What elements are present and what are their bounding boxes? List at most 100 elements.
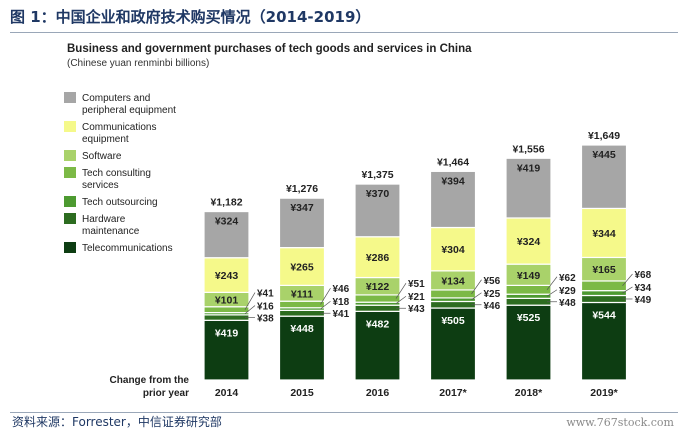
data-label-tech-consulting-services: ¥68 xyxy=(635,270,652,281)
legend-label: Computers and xyxy=(82,93,150,104)
data-label-hardware-maintenance: ¥48 xyxy=(559,298,576,309)
data-label-communications-equipment: ¥243 xyxy=(215,270,239,282)
bar-segment-tech-consulting-services xyxy=(505,284,552,295)
legend-swatch xyxy=(64,92,76,103)
legend-swatch xyxy=(64,196,76,207)
data-label-software: ¥149 xyxy=(517,270,541,282)
bar-segment-computers-and-peripheral-equipment xyxy=(203,210,250,259)
leader-line xyxy=(320,300,331,310)
data-label-computers-and-peripheral-equipment: ¥347 xyxy=(290,202,314,214)
data-label-hardware-maintenance: ¥46 xyxy=(484,301,501,312)
data-label-software: ¥101 xyxy=(215,295,239,307)
bar-segment-communications-equipment xyxy=(505,217,552,265)
leader-line xyxy=(244,305,256,315)
data-label-software: ¥165 xyxy=(592,264,616,276)
leader-line xyxy=(622,273,633,287)
bar-segment-communications-equipment xyxy=(278,247,326,286)
bar-segment-hardware-maintenance xyxy=(505,297,552,306)
category-label: 2019* xyxy=(590,387,618,399)
bar-segment-tech-consulting-services xyxy=(429,289,477,299)
bar-group-2018: ¥525 ¥149 ¥324 ¥419 ¥48¥29 ¥62 ¥1,556 2018* xyxy=(505,143,576,399)
bar-segment-hardware-maintenance xyxy=(354,304,401,312)
total-label: ¥1,276 xyxy=(286,183,318,195)
legend-label: Tech consulting xyxy=(82,168,151,179)
data-label-communications-equipment: ¥324 xyxy=(517,236,541,248)
bar-segment-tech-outsourcing xyxy=(505,293,552,299)
chart-subtitle: (Chinese yuan renminbi billions) xyxy=(67,58,209,69)
bar-group-2016: ¥482 ¥122 ¥286 ¥370 ¥43¥21 ¥51 ¥1,375 2016 xyxy=(354,169,425,399)
leader-line xyxy=(546,289,558,297)
bar-segment-computers-and-peripheral-equipment xyxy=(354,183,401,238)
data-label-tech-outsourcing: ¥16 xyxy=(257,302,274,313)
legend-label: Telecommunications xyxy=(82,243,173,254)
footer-divider xyxy=(10,412,678,413)
data-label-tech-consulting-services: ¥51 xyxy=(408,279,425,290)
total-label: ¥1,649 xyxy=(588,130,620,142)
bar-segment-hardware-maintenance xyxy=(203,314,250,321)
bar-group-2015: ¥448 ¥111 ¥265 ¥347 ¥41¥18 ¥46 ¥1,276 2015 xyxy=(278,183,350,399)
data-label-telecommunications: ¥525 xyxy=(517,312,541,324)
x-axis-label-line-2: prior year xyxy=(143,388,189,399)
bar-group-2014: ¥419 ¥101 ¥243 ¥324 ¥38¥16 ¥41 ¥1,182 2014 xyxy=(203,197,274,399)
data-label-tech-consulting-services: ¥56 xyxy=(484,276,501,287)
data-label-hardware-maintenance: ¥43 xyxy=(408,304,425,315)
x-axis-label-line-1: Change from the xyxy=(110,375,190,386)
category-label: 2016 xyxy=(366,387,390,399)
bar-segment-computers-and-peripheral-equipment xyxy=(580,144,628,210)
data-label-telecommunications: ¥419 xyxy=(215,327,239,339)
data-label-tech-consulting-services: ¥41 xyxy=(257,289,274,300)
total-label: ¥1,375 xyxy=(361,169,393,181)
data-label-computers-and-peripheral-equipment: ¥370 xyxy=(366,188,390,200)
bar-segment-telecommunications xyxy=(354,310,401,381)
chart-title: Business and government purchases of tec… xyxy=(67,43,472,55)
legend-item-software: Software xyxy=(64,150,122,162)
bar-segment-tech-consulting-services xyxy=(203,306,250,314)
data-label-telecommunications: ¥482 xyxy=(366,318,390,330)
bar-segment-communications-equipment xyxy=(580,207,628,259)
data-label-computers-and-peripheral-equipment: ¥445 xyxy=(592,149,616,161)
total-label: ¥1,556 xyxy=(512,143,544,155)
data-label-tech-outsourcing: ¥34 xyxy=(635,283,652,294)
bar-segment-computers-and-peripheral-equipment xyxy=(278,197,326,249)
legend-swatch xyxy=(64,213,76,224)
category-label: 2015 xyxy=(290,387,314,399)
bar-segment-hardware-maintenance xyxy=(429,300,477,309)
data-label-communications-equipment: ¥286 xyxy=(366,252,390,264)
bar-segment-tech-outsourcing xyxy=(580,290,628,297)
data-label-hardware-maintenance: ¥41 xyxy=(333,309,350,320)
data-label-telecommunications: ¥448 xyxy=(290,323,314,335)
bar-segment-hardware-maintenance xyxy=(278,309,326,317)
leader-line xyxy=(546,276,558,291)
stacked-bar-chart: Business and government purchases of tec… xyxy=(64,43,652,399)
bar-segment-communications-equipment xyxy=(203,257,250,293)
figure-title: 图 1：中国企业和政府技术购买情况（2014-2019） xyxy=(10,8,371,26)
leader-line xyxy=(471,292,482,300)
leader-line xyxy=(395,295,407,304)
data-label-communications-equipment: ¥304 xyxy=(441,244,465,256)
bar-segment-hardware-maintenance xyxy=(580,294,628,304)
data-label-telecommunications: ¥505 xyxy=(441,315,465,327)
leader-line xyxy=(471,279,482,295)
leader-line xyxy=(244,292,256,310)
bar-segment-telecommunications xyxy=(278,315,326,381)
bar-segment-tech-consulting-services xyxy=(354,294,401,303)
total-label: ¥1,464 xyxy=(437,156,469,168)
legend-label: peripheral equipment xyxy=(82,105,176,116)
data-label-tech-outsourcing: ¥21 xyxy=(408,292,425,303)
data-label-telecommunications: ¥544 xyxy=(592,309,616,321)
category-label: 2017* xyxy=(439,387,467,399)
leader-line xyxy=(622,286,633,294)
leader-line xyxy=(395,283,407,299)
legend-item-telecommunications: Telecommunications xyxy=(64,242,173,254)
category-label: 2018* xyxy=(515,387,543,399)
legend-label: Hardware xyxy=(82,214,126,225)
bars: ¥419¥101¥243¥324¥38¥16¥41¥1,1822014¥448¥… xyxy=(203,130,652,399)
bar-segment-tech-consulting-services xyxy=(580,280,628,292)
bar-segment-computers-and-peripheral-equipment xyxy=(429,170,477,229)
bar-segment-telecommunications xyxy=(203,319,250,381)
legend-swatch xyxy=(64,242,76,253)
data-label-tech-outsourcing: ¥25 xyxy=(484,289,501,300)
